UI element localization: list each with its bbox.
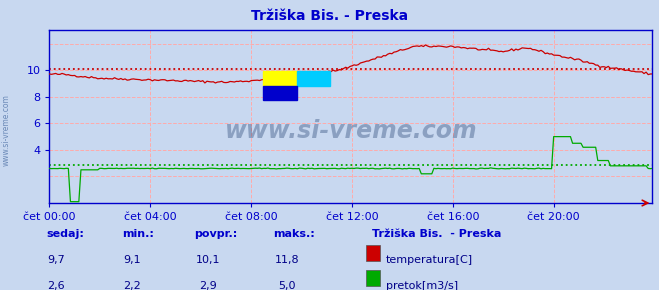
Text: 5,0: 5,0 xyxy=(278,281,295,290)
Text: min.:: min.: xyxy=(122,229,154,239)
Text: www.si-vreme.com: www.si-vreme.com xyxy=(2,95,11,166)
Text: Tržiška Bis.  - Preska: Tržiška Bis. - Preska xyxy=(372,229,501,239)
Bar xyxy=(297,71,330,86)
Text: 9,7: 9,7 xyxy=(47,255,65,265)
Bar xyxy=(264,86,297,100)
Text: sedaj:: sedaj: xyxy=(46,229,84,239)
Text: 2,6: 2,6 xyxy=(47,281,65,290)
Text: 10,1: 10,1 xyxy=(195,255,220,265)
Text: 9,1: 9,1 xyxy=(123,255,140,265)
Text: pretok[m3/s]: pretok[m3/s] xyxy=(386,281,457,290)
Text: 11,8: 11,8 xyxy=(274,255,299,265)
Text: 2,2: 2,2 xyxy=(123,281,140,290)
Text: 2,9: 2,9 xyxy=(199,281,216,290)
Text: povpr.:: povpr.: xyxy=(194,229,238,239)
Text: temperatura[C]: temperatura[C] xyxy=(386,255,473,265)
Text: www.si-vreme.com: www.si-vreme.com xyxy=(225,119,477,142)
Bar xyxy=(264,71,297,86)
Text: maks.:: maks.: xyxy=(273,229,315,239)
Text: Tržiška Bis. - Preska: Tržiška Bis. - Preska xyxy=(251,9,408,23)
